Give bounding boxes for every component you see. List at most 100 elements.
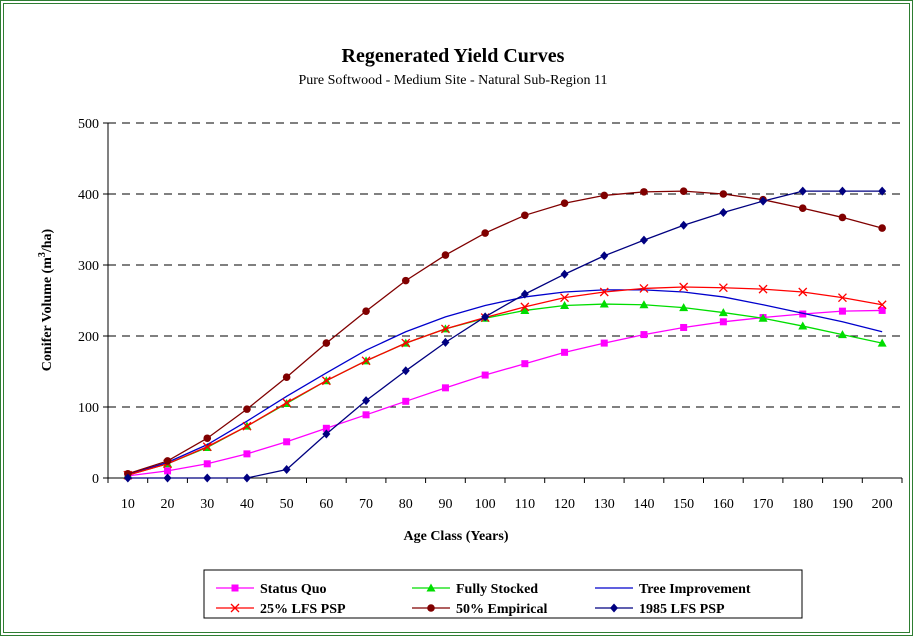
legend-item-25-lfs-psp: 25% LFS PSP [216, 602, 346, 617]
data-point-status-quo-40 [243, 450, 251, 458]
chart: Regenerated Yield Curves Pure Softwood -… [37, 45, 903, 619]
data-point-1985-lfs-psp-100 [481, 312, 490, 322]
data-point-status-quo-150 [680, 323, 688, 331]
x-tick-label-30: 30 [200, 497, 214, 512]
data-point-50-empirical-160 [719, 190, 728, 198]
y-tick-label-300: 300 [78, 259, 99, 274]
x-tick-label-10: 10 [121, 497, 135, 512]
series-fully-stocked [123, 299, 887, 479]
data-point-status-quo-130 [600, 339, 608, 347]
x-tick-label-150: 150 [673, 497, 694, 512]
chart-title: Regenerated Yield Curves [342, 45, 565, 67]
series-line-tree-improvement [127, 289, 883, 476]
x-tick-label-110: 110 [515, 497, 535, 512]
data-point-fully-stocked-190 [837, 330, 847, 339]
data-point-50-empirical-50 [282, 373, 291, 381]
data-point-1985-lfs-psp-50 [282, 464, 291, 474]
data-point-25-lfs-psp-80 [401, 338, 411, 348]
data-point-status-quo-100 [481, 371, 489, 379]
legend-marker-fully-stocked [426, 583, 436, 592]
y-axis-label-superscript: 3 [37, 252, 48, 257]
data-point-status-quo-90 [441, 384, 449, 392]
x-tick-label-50: 50 [280, 497, 294, 512]
legend-marker-1985-lfs-psp [610, 603, 618, 613]
data-point-status-quo-200 [878, 306, 886, 314]
legend-marker-status-quo [231, 584, 239, 592]
data-point-1985-lfs-psp-130 [600, 251, 609, 261]
data-point-50-empirical-120 [560, 199, 569, 208]
data-point-status-quo-190 [838, 307, 846, 315]
data-point-25-lfs-psp-40 [242, 421, 252, 431]
x-tick-labels: 10 20 30 40 50 60 70 80 90 100 110 120 130 140 150 160 1… [121, 497, 893, 512]
y-tick-label-0: 0 [92, 472, 99, 487]
x-tick-label-180: 180 [792, 497, 813, 512]
data-point-status-quo-160 [719, 318, 727, 326]
axes [107, 123, 903, 483]
series-line-25-lfs-psp [127, 286, 883, 476]
legend-item-1985-lfs-psp: 1985 LFS PSP [595, 602, 725, 617]
series-line-50-empirical [127, 190, 883, 475]
data-point-50-empirical-150 [679, 187, 688, 195]
x-tick-label-170: 170 [753, 497, 774, 512]
data-point-50-empirical-100 [481, 229, 489, 237]
data-point-1985-lfs-psp-160 [719, 207, 728, 217]
data-point-1985-lfs-psp-30 [203, 473, 212, 483]
x-tick-label-120: 120 [554, 497, 575, 512]
x-tick-label-80: 80 [399, 497, 413, 512]
series-tree-improvement [127, 289, 883, 476]
data-point-25-lfs-psp-60 [321, 376, 331, 386]
data-point-50-empirical-140 [640, 188, 648, 196]
y-tick-labels: 0 100 200 300 400 500 [78, 117, 99, 487]
legend-label-tree-improvement: Tree Improvement [639, 582, 751, 597]
data-point-fully-stocked-200 [877, 338, 887, 347]
data-point-status-quo-70 [362, 411, 370, 419]
data-point-fully-stocked-120 [560, 300, 570, 309]
data-point-25-lfs-psp-200 [877, 300, 887, 310]
data-point-1985-lfs-psp-180 [798, 186, 807, 196]
data-point-status-quo-30 [203, 460, 211, 468]
data-point-50-empirical-80 [401, 276, 410, 285]
x-tick-label-190: 190 [832, 497, 853, 512]
x-tick-label-70: 70 [359, 497, 373, 512]
data-point-status-quo-140 [640, 331, 648, 339]
data-point-50-empirical-110 [521, 211, 529, 220]
data-point-fully-stocked-110 [520, 305, 530, 314]
legend-box [203, 569, 803, 619]
x-tick-label-90: 90 [438, 497, 452, 512]
data-point-status-quo-110 [521, 360, 529, 368]
y-tick-label-100: 100 [78, 401, 99, 416]
legend-label-status-quo: Status Quo [260, 582, 327, 597]
data-point-50-empirical-20 [163, 457, 172, 465]
gridlines [103, 122, 902, 479]
data-point-25-lfs-psp-90 [440, 324, 450, 334]
y-axis-label-main: Conifer Volume (m [40, 257, 55, 371]
data-point-25-lfs-psp-50 [282, 398, 292, 408]
data-point-status-quo-180 [799, 310, 807, 318]
series-status-quo [124, 306, 886, 480]
series-line-status-quo [127, 309, 883, 477]
x-tick-label-130: 130 [594, 497, 615, 512]
legend-label-1985-lfs-psp: 1985 LFS PSP [639, 602, 725, 617]
data-point-50-empirical-130 [600, 191, 609, 200]
data-point-25-lfs-psp-170 [758, 284, 768, 294]
data-point-1985-lfs-psp-60 [322, 429, 331, 439]
data-point-25-lfs-psp-120 [560, 293, 570, 303]
data-point-25-lfs-psp-180 [798, 287, 808, 297]
x-axis-label: Age Class (Years) [404, 529, 509, 544]
legend-label-fully-stocked: Fully Stocked [456, 582, 538, 597]
legend-label-50-empirical: 50% Empirical [456, 602, 547, 617]
data-point-fully-stocked-150 [679, 303, 689, 312]
data-point-50-empirical-60 [322, 339, 331, 347]
legend-marker-25-lfs-psp [230, 603, 240, 613]
data-point-25-lfs-psp-160 [718, 283, 728, 293]
data-point-50-empirical-190 [838, 213, 847, 222]
x-tick-label-100: 100 [475, 497, 496, 512]
legend-item-tree-improvement: Tree Improvement [595, 582, 751, 597]
data-point-25-lfs-psp-190 [837, 293, 847, 303]
data-point-fully-stocked-140 [639, 300, 649, 309]
x-tick-label-200: 200 [872, 497, 893, 512]
y-tick-label-500: 500 [78, 117, 99, 132]
y-tick-label-200: 200 [78, 330, 99, 345]
data-point-1985-lfs-psp-150 [679, 220, 688, 230]
